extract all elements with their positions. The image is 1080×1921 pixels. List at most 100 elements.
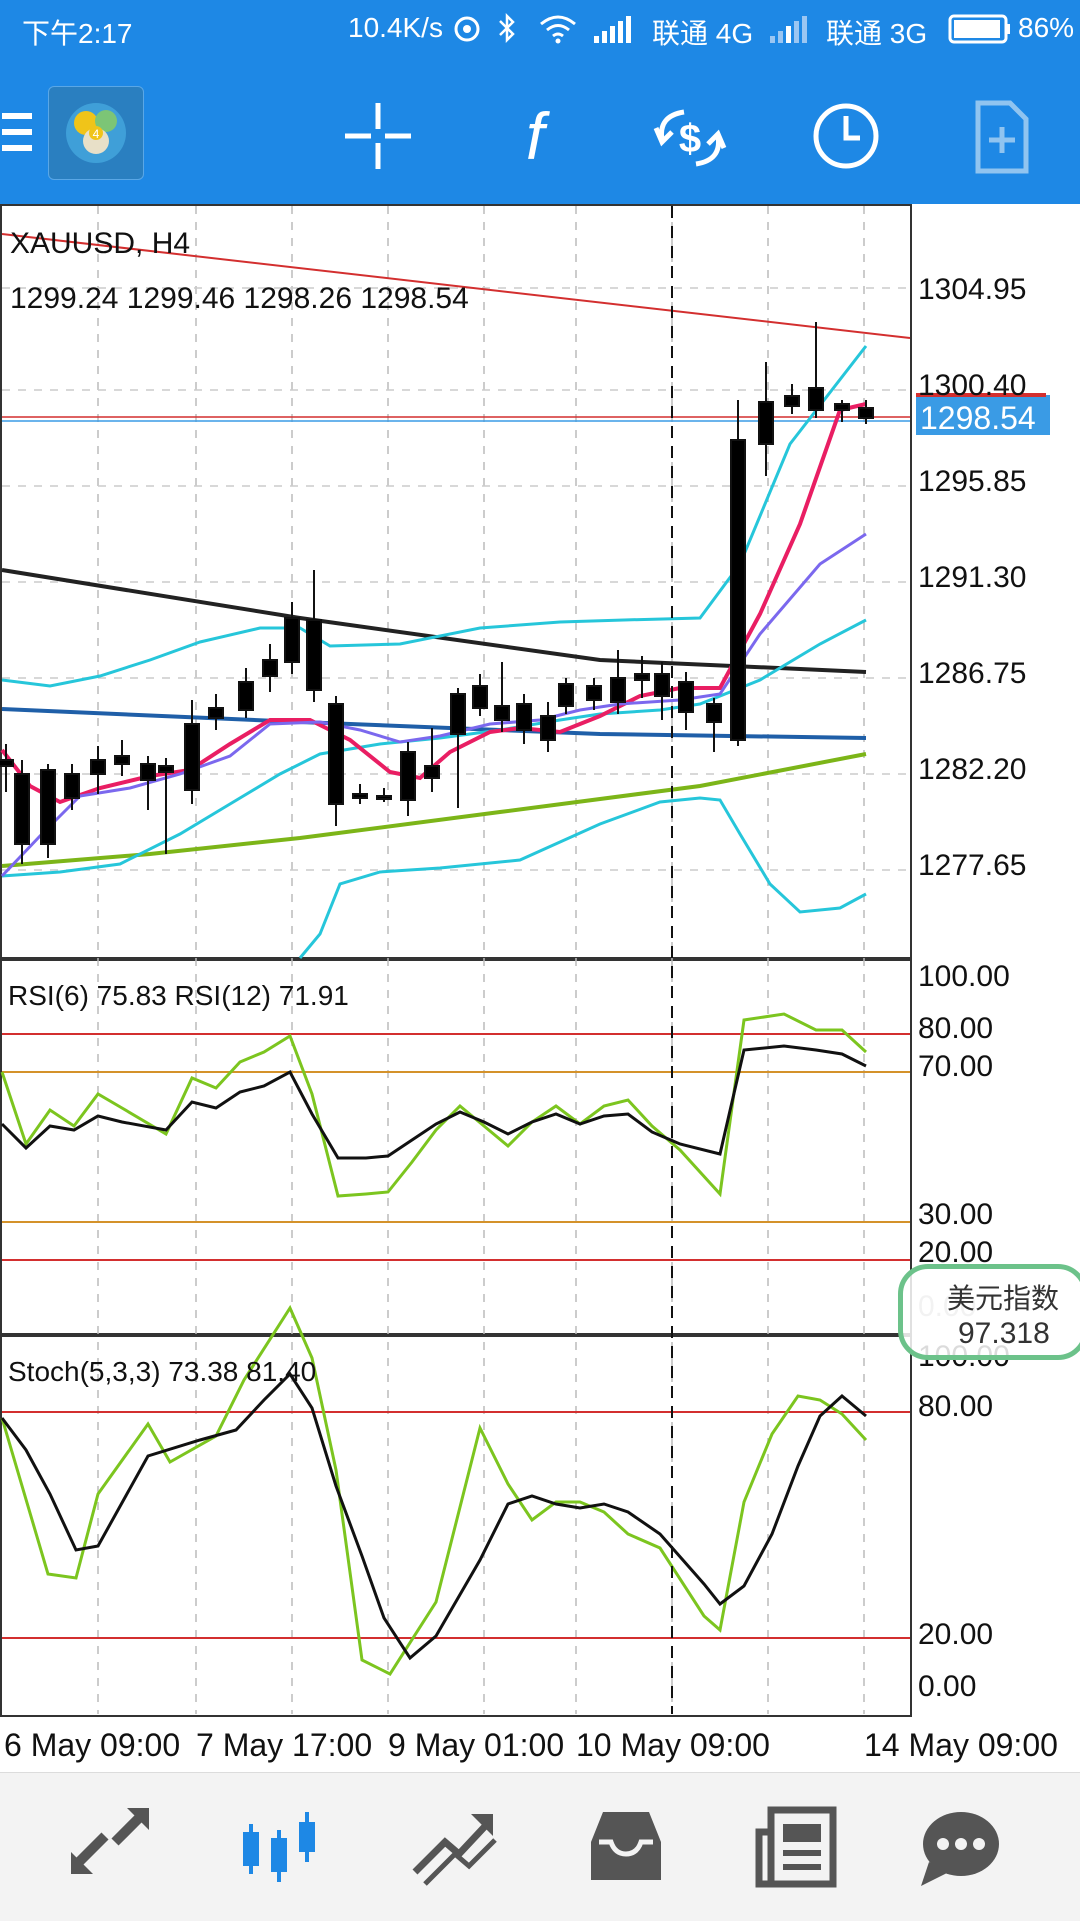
resistance-trendline [1,233,911,339]
stoch-lines [0,1304,910,1676]
candle-body [306,619,322,691]
toolbar: 4 f $ [0,58,1080,204]
price-axis: 1304.95 1300.40 1295.85 1291.30 1286.75 1282.… [918,273,1026,882]
candle-body [678,681,694,713]
candle-body [808,387,824,411]
candle-body [400,751,416,801]
candle-body [262,659,278,677]
bluetooth-icon [496,12,518,51]
stoch-d-line [0,1371,867,1661]
rsi-panel-frame [0,959,912,1335]
rsi-tick: 100.00 [918,960,1010,993]
time-axis: 6 May 09:00 7 May 17:00 9 May 01:00 10 May … [4,1727,1058,1763]
candle-body [284,617,300,663]
symbol-label: XAUUSD, H4 [10,227,190,260]
candle-body [184,723,200,791]
rsi-lines [0,1012,910,1261]
rsi-tick: 70.00 [918,1050,993,1083]
candle-body [586,685,602,701]
rsi12-line [0,1044,867,1160]
clock-icon[interactable] [808,98,884,174]
price-tick: 1300.40 [918,369,1026,402]
candle-body [654,673,670,697]
slow-ma [0,532,867,878]
sync-icon [450,14,484,51]
quotes-icon[interactable] [20,1773,200,1921]
candle-body [238,681,254,711]
crosshair-icon[interactable] [340,98,416,174]
price-tick: 1286.75 [918,657,1026,690]
price-tick: 1295.85 [918,465,1026,498]
svg-text:4: 4 [93,127,100,141]
usd-index-widget[interactable]: 美元指数 97.318 [898,1264,1080,1360]
stoch-panel-frame [0,1335,912,1717]
stoch-tick: 20.00 [918,1618,993,1651]
chart-area[interactable]: 1298.54 XAUUSD, H4 1299.24 1299.46 1298.… [0,204,1080,1772]
stoch-tick: 80.00 [918,1390,993,1423]
rsi-label: RSI(6) 75.83 RSI(12) 71.91 [8,980,349,1011]
candle-body [610,677,626,703]
candle-body [352,793,368,799]
rsi-tick: 20.00 [918,1236,993,1269]
status-speed: 10.4K/s [348,12,443,43]
candlesticks [0,322,874,864]
menu-icon[interactable] [0,102,34,162]
ohlc-label: 1299.24 1299.46 1298.26 1298.54 [10,282,469,315]
chart-icon[interactable] [192,1773,372,1921]
svg-text:$: $ [679,117,701,161]
status-time: 下午2:17 [22,18,133,49]
candle-body [14,773,30,845]
bollinger-middle [1,618,867,878]
rsi-tick: 80.00 [918,1012,993,1045]
main-panel-frame [0,204,912,959]
candle-body [424,765,440,779]
price-tick: 1277.65 [918,849,1026,882]
carrier-2: 联通 3G [826,18,928,49]
candle-body [450,693,466,735]
signal-icon-2 [768,16,810,51]
candle-body [208,707,224,719]
function-icon[interactable]: f [500,98,570,174]
usd-index-name: 美元指数 [947,1284,1060,1315]
candle-body [114,755,130,765]
history-icon[interactable] [536,1773,716,1921]
candle-body [540,715,556,741]
bollinger-upper [1,345,868,688]
candle-body [0,759,14,767]
rsi6-line [0,1012,868,1198]
candle-body [730,439,746,741]
candle-body [758,401,774,445]
wifi-icon [538,12,578,51]
new-order-icon[interactable] [970,96,1034,178]
stoch-label: Stoch(5,3,3) 73.38 81.40 [8,1356,316,1387]
current-price-badge [916,395,1050,435]
candle-body [858,407,874,419]
signal-icon [592,16,634,51]
price-chart[interactable]: 1298.54 XAUUSD, H4 1299.24 1299.46 1298.… [0,204,1080,1772]
green-ma [1,752,867,868]
candle-body [328,703,344,805]
time-label: 9 May 01:00 [388,1727,564,1763]
time-label: 14 May 09:00 [864,1727,1058,1763]
candle-body [64,773,80,799]
time-label: 6 May 09:00 [4,1727,180,1763]
candle-body [158,765,174,773]
candle-body [472,685,488,709]
trade-nav-icon[interactable] [364,1773,544,1921]
price-tick: 1282.20 [918,753,1026,786]
price-tick: 1304.95 [918,273,1026,306]
usd-index-value: 97.318 [958,1317,1050,1350]
chat-icon[interactable] [870,1773,1050,1921]
current-price-label: 1298.54 [920,400,1036,436]
battery-percent: 86% [1018,12,1075,43]
trade-icon[interactable]: $ [648,98,732,178]
status-bar: 下午2:17 10.4K/s 联通 4G 联通 3G 86% [0,0,1080,58]
candle-body [784,395,800,407]
metatrader-logo[interactable]: 4 [48,86,144,180]
bollinger-lower [298,796,867,959]
news-icon[interactable] [708,1773,888,1921]
candle-body [516,703,532,731]
time-label: 10 May 09:00 [576,1727,770,1763]
time-label: 7 May 17:00 [196,1727,372,1763]
